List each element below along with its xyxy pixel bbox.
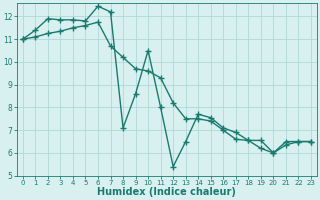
X-axis label: Humidex (Indice chaleur): Humidex (Indice chaleur) xyxy=(98,187,236,197)
